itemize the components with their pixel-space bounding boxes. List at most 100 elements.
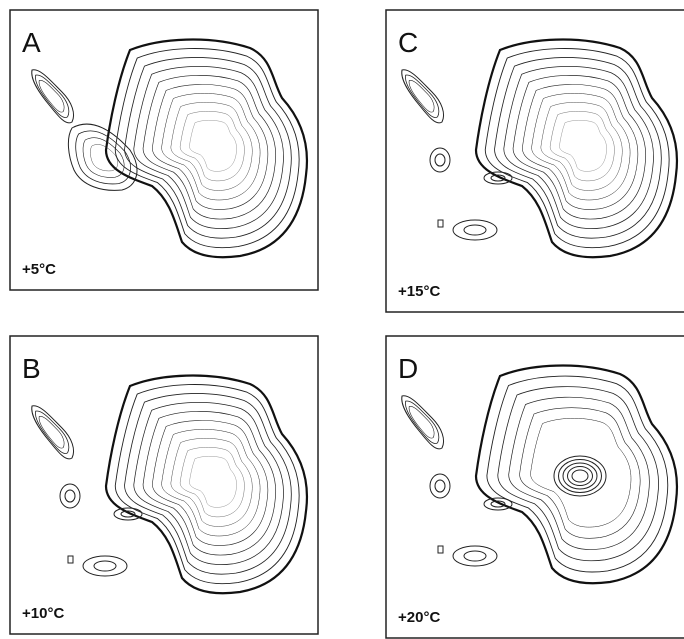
peninsula-contour — [408, 406, 435, 439]
panel-temperature: +15°C — [398, 283, 440, 300]
contour — [189, 456, 237, 508]
contour — [540, 102, 623, 191]
contour — [179, 447, 245, 518]
contour — [161, 429, 261, 537]
contour — [114, 48, 300, 249]
island — [429, 147, 451, 173]
contour — [530, 418, 632, 528]
contour — [124, 393, 292, 575]
peninsula-contour — [31, 69, 75, 124]
panel: B +10°C — [9, 335, 319, 635]
contour — [486, 375, 669, 573]
contour — [497, 386, 659, 562]
peninsula-contour — [401, 69, 445, 124]
panel-temperature: +5°C — [22, 261, 56, 278]
contour — [152, 84, 269, 210]
panel-letter: A — [22, 27, 41, 58]
contour — [484, 48, 670, 249]
island — [452, 219, 498, 241]
peninsula-contour — [38, 416, 65, 449]
island — [483, 497, 513, 511]
ice-sheet-map — [31, 38, 309, 259]
coastline — [104, 374, 309, 595]
contour — [142, 75, 277, 220]
island — [483, 171, 513, 185]
contour — [142, 411, 277, 556]
contour — [189, 120, 237, 172]
panel-frame — [385, 335, 684, 639]
island — [490, 500, 506, 508]
island — [113, 507, 143, 521]
dome-contour — [571, 469, 589, 483]
contour — [519, 407, 641, 539]
island — [434, 479, 446, 493]
contour — [170, 438, 253, 527]
island — [59, 483, 81, 509]
coastline — [104, 38, 309, 259]
contour — [508, 396, 650, 550]
peninsula-contour — [38, 80, 65, 113]
contour — [179, 111, 245, 182]
panel-frame — [385, 9, 684, 313]
panel-letter: C — [398, 27, 418, 58]
ice-sheet-map — [401, 364, 679, 585]
contour — [494, 57, 662, 239]
peninsula-contour — [401, 395, 445, 450]
contour — [559, 120, 607, 172]
coastline — [474, 38, 679, 259]
panel: A +5°C — [9, 9, 319, 291]
contour — [503, 66, 654, 229]
panel: C +15°C — [385, 9, 684, 313]
peninsula-contour — [408, 80, 435, 113]
island — [463, 224, 487, 236]
contour — [124, 57, 292, 239]
island — [93, 560, 117, 572]
west-contour — [90, 144, 118, 172]
peninsula-contour — [35, 74, 70, 118]
dome-contour — [558, 459, 602, 493]
island — [67, 555, 74, 564]
panel-frame — [9, 9, 319, 291]
contour — [161, 93, 261, 201]
coastline — [474, 364, 679, 585]
peninsula-contour — [405, 400, 440, 444]
island — [82, 555, 128, 577]
island — [463, 550, 487, 562]
ice-sheet-map — [31, 374, 309, 595]
peninsula-contour — [31, 405, 75, 460]
contour — [531, 93, 631, 201]
ice-sheet-map — [401, 38, 679, 259]
panel-temperature: +10°C — [22, 605, 64, 622]
panel-letter: D — [398, 353, 418, 384]
peninsula-contour — [35, 410, 70, 454]
island — [64, 489, 76, 503]
contour — [152, 420, 269, 546]
contour — [512, 75, 647, 220]
panel: D +20°C — [385, 335, 684, 639]
panel-temperature: +20°C — [398, 609, 440, 626]
panel-frame — [9, 335, 319, 635]
island — [490, 174, 506, 182]
dome-contour — [567, 466, 593, 486]
island — [437, 545, 444, 554]
panel-letter: B — [22, 353, 41, 384]
dome-contour — [553, 455, 607, 497]
contour — [170, 102, 253, 191]
west-contour — [67, 123, 138, 191]
island — [437, 219, 444, 228]
island — [120, 510, 136, 518]
west-contour — [82, 137, 125, 178]
contour — [114, 384, 300, 585]
contour — [522, 84, 639, 210]
island — [452, 545, 498, 567]
contour — [133, 402, 284, 565]
peninsula-contour — [405, 74, 440, 118]
west-contour — [75, 130, 131, 185]
contour — [549, 111, 615, 182]
dome-contour — [562, 462, 598, 490]
contour — [133, 66, 284, 229]
island — [429, 473, 451, 499]
island — [434, 153, 446, 167]
